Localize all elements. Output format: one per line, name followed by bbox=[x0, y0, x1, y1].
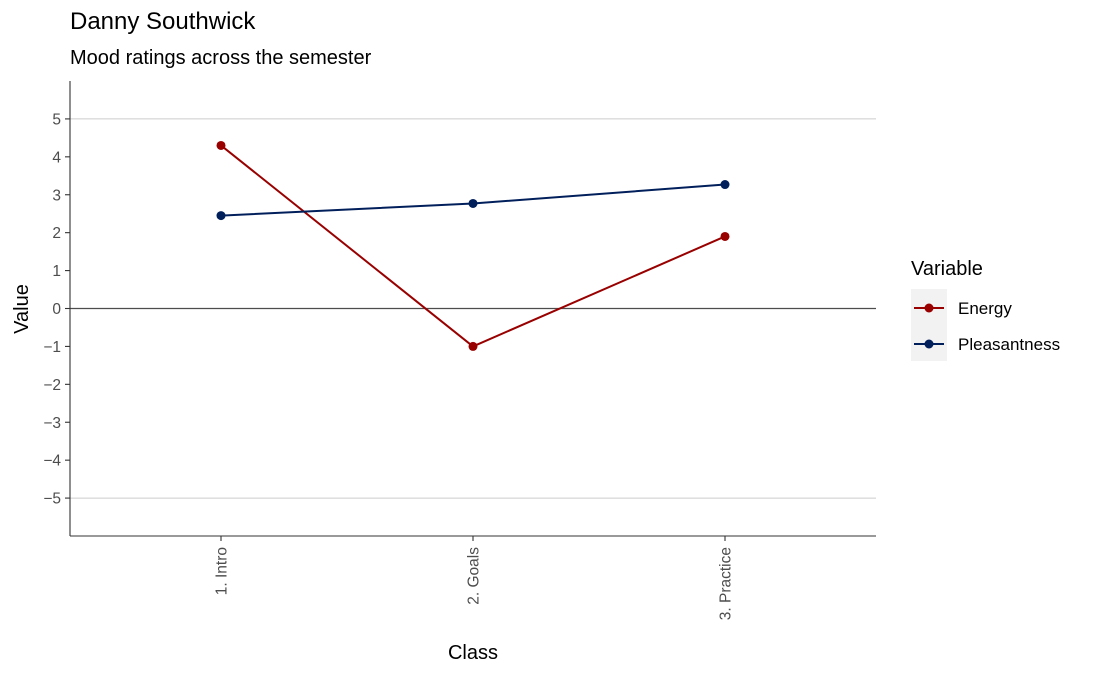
data-point bbox=[216, 140, 226, 150]
legend-label: Pleasantness bbox=[958, 335, 1060, 354]
legend-item-pleasantness: Pleasantness bbox=[914, 335, 1060, 354]
x-tick-label: 2. Goals bbox=[466, 547, 483, 605]
gridlines bbox=[70, 118, 876, 499]
legend: Variable Energy Pleasantness bbox=[911, 258, 1060, 361]
y-tick-label: 2 bbox=[52, 225, 61, 242]
y-tick-label: −3 bbox=[43, 415, 61, 432]
chart-title: Danny Southwick bbox=[70, 8, 256, 35]
legend-title: Variable bbox=[911, 258, 983, 280]
x-tick-label: 1. Intro bbox=[214, 547, 231, 595]
data-point bbox=[720, 180, 730, 190]
y-axis-title: Value bbox=[11, 284, 33, 334]
y-tick-label: −1 bbox=[43, 339, 61, 356]
series bbox=[216, 140, 730, 351]
data-point bbox=[468, 198, 478, 208]
y-tick-label: −2 bbox=[43, 377, 61, 394]
y-tick-label: 5 bbox=[52, 111, 61, 128]
legend-key-background bbox=[911, 289, 947, 361]
y-tick-label: 0 bbox=[52, 301, 61, 318]
x-axis-ticks: 1. Intro 2. Goals 3. Practice bbox=[214, 536, 735, 620]
data-point bbox=[216, 211, 226, 221]
y-tick-label: −4 bbox=[43, 453, 61, 470]
y-tick-label: 1 bbox=[52, 263, 61, 280]
legend-label: Energy bbox=[958, 299, 1012, 318]
legend-key-point bbox=[924, 339, 934, 349]
series-pleasantness bbox=[216, 180, 730, 221]
y-axis-ticks: 5 4 3 2 1 0 −1 −2 −3 −4 −5 bbox=[43, 111, 70, 508]
series-energy bbox=[216, 140, 730, 351]
y-tick-label: 3 bbox=[52, 187, 61, 204]
legend-items: Energy Pleasantness bbox=[914, 299, 1060, 354]
legend-item-energy: Energy bbox=[914, 299, 1012, 318]
y-tick-label: −5 bbox=[43, 491, 61, 508]
data-point bbox=[468, 341, 478, 351]
data-point bbox=[720, 231, 730, 241]
x-axis-title: Class bbox=[448, 642, 498, 664]
x-tick-label: 3. Practice bbox=[718, 547, 735, 620]
chart-subtitle: Mood ratings across the semester bbox=[70, 47, 372, 69]
legend-key-point bbox=[924, 303, 934, 313]
y-tick-label: 4 bbox=[52, 149, 61, 166]
series-line bbox=[220, 144, 726, 348]
